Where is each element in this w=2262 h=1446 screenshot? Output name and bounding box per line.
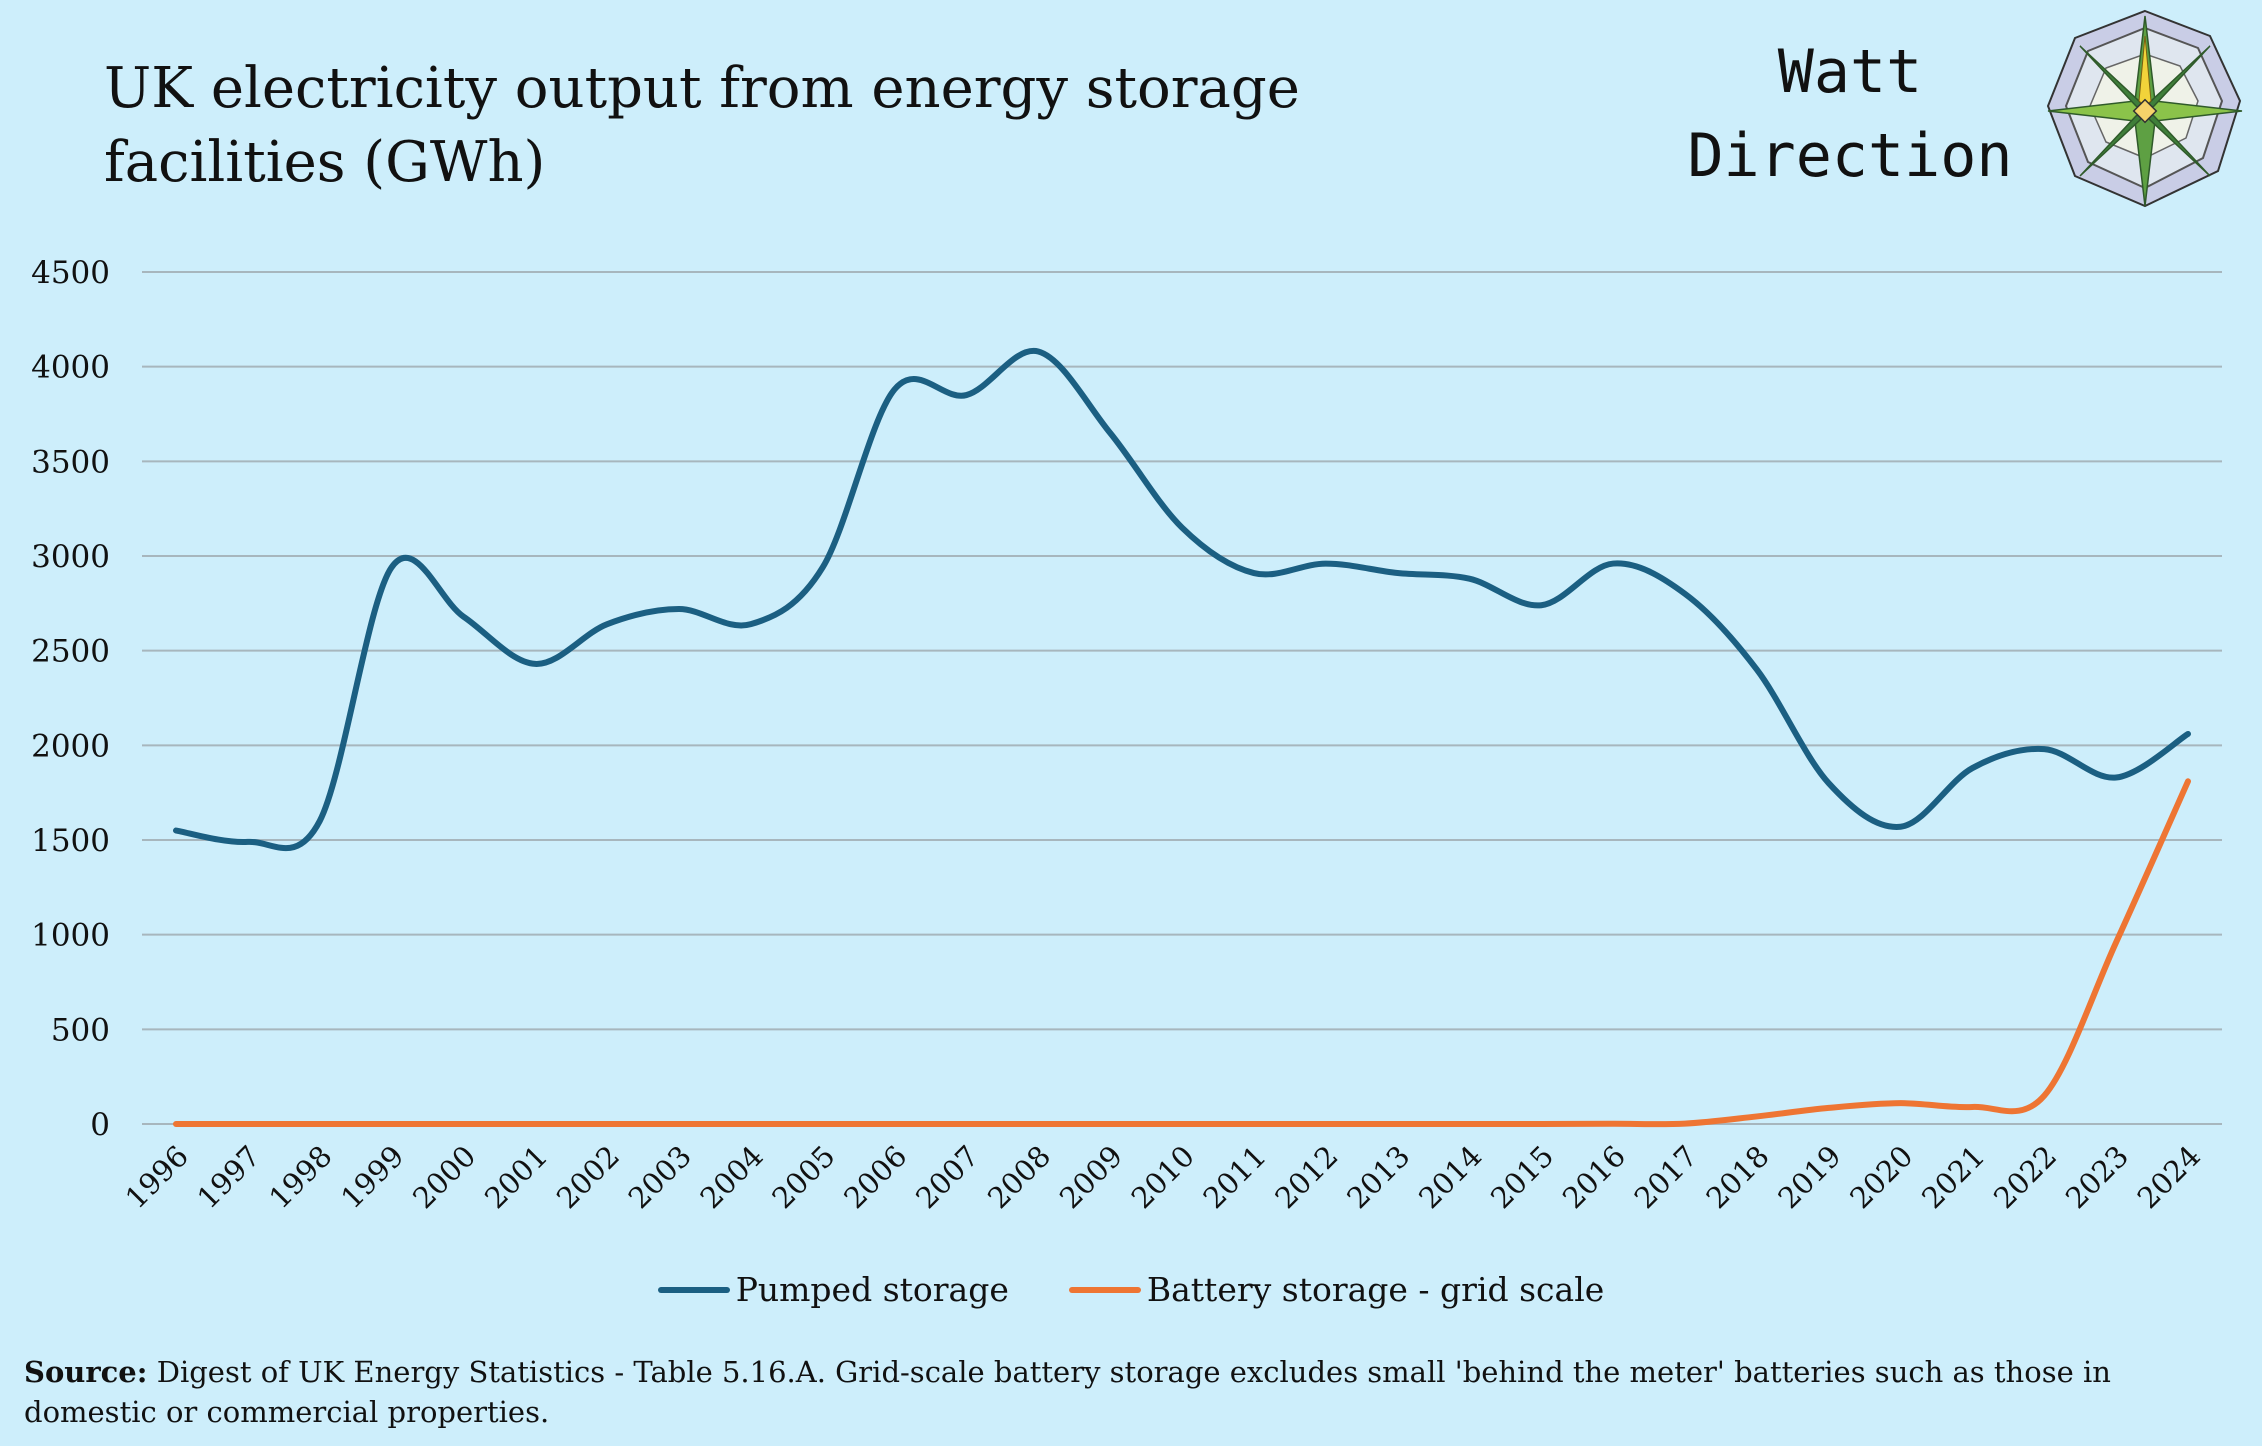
x-tick-label-2000: 2000 [406, 1139, 482, 1215]
x-tick-label-1998: 1998 [262, 1139, 338, 1215]
x-tick-label-2021: 2021 [1915, 1139, 1991, 1215]
chart-legend: Pumped storage Battery storage - grid sc… [0, 1270, 2262, 1309]
x-tick-label-2024: 2024 [2131, 1139, 2207, 1215]
x-tick-label-2022: 2022 [1987, 1139, 2063, 1215]
x-tick-label-2014: 2014 [1412, 1139, 1488, 1215]
x-tick-label-2007: 2007 [909, 1139, 985, 1215]
x-tick-label-2019: 2019 [1771, 1139, 1847, 1215]
chart-title: UK electricity output from energy storag… [104, 56, 1300, 195]
legend-swatch-battery-storage [1068, 1286, 1141, 1293]
y-tick-label-1500: 1500 [31, 823, 110, 859]
y-tick-label-2000: 2000 [31, 728, 110, 764]
x-tick-label-2013: 2013 [1340, 1139, 1416, 1215]
y-axis-tick-labels: 0 500 1000 1500 2000 2500 3000 3500 4000 4500 [31, 255, 110, 1143]
x-tick-label-2011: 2011 [1197, 1139, 1273, 1215]
source-label: Source: [24, 1355, 148, 1389]
x-tick-label-2015: 2015 [1484, 1139, 1560, 1215]
x-tick-label-2001: 2001 [478, 1139, 554, 1215]
x-tick-label-2020: 2020 [1843, 1139, 1919, 1215]
x-tick-label-2005: 2005 [765, 1139, 841, 1215]
x-tick-label-1996: 1996 [119, 1139, 195, 1215]
legend-swatch-pumped-storage [657, 1286, 730, 1293]
brand-line-2: Direction [1687, 121, 2013, 191]
legend-item-battery-storage: Battery storage - grid scale [1068, 1270, 1605, 1309]
series-lines [173, 348, 2191, 1128]
y-tick-label-3500: 3500 [31, 444, 110, 480]
brand-line-1: Watt [1777, 37, 1923, 107]
x-tick-label-2003: 2003 [622, 1139, 698, 1215]
x-tick-label-2016: 2016 [1556, 1139, 1632, 1215]
brand-name: Watt Direction [1650, 30, 2050, 198]
x-tick-label-2010: 2010 [1125, 1139, 1201, 1215]
y-tick-label-3000: 3000 [31, 539, 110, 575]
y-tick-label-0: 0 [90, 1107, 110, 1143]
y-tick-label-4000: 4000 [31, 350, 110, 386]
series-line-pumped-storage [173, 348, 2191, 852]
line-chart: 0 500 1000 1500 2000 2500 3000 3500 4000 4500 199… [31, 255, 2222, 1215]
y-tick-label-1000: 1000 [31, 918, 110, 954]
x-tick-label-2008: 2008 [981, 1139, 1057, 1215]
legend-label-pumped-storage: Pumped storage [735, 1270, 1009, 1309]
x-tick-label-2012: 2012 [1268, 1139, 1344, 1215]
y-tick-label-4500: 4500 [31, 255, 110, 291]
series-line-battery-storage [173, 778, 2191, 1128]
x-tick-label-2017: 2017 [1628, 1139, 1704, 1215]
x-tick-label-1999: 1999 [334, 1139, 410, 1215]
x-tick-label-2006: 2006 [837, 1139, 913, 1215]
y-tick-label-500: 500 [51, 1012, 110, 1048]
x-tick-label-2004: 2004 [694, 1139, 770, 1215]
grid-lines [142, 271, 2222, 1125]
legend-label-battery-storage: Battery storage - grid scale [1146, 1270, 1605, 1309]
x-tick-label-2018: 2018 [1700, 1139, 1776, 1215]
source-note: Source: Digest of UK Energy Statistics -… [24, 1352, 2224, 1432]
source-text: Digest of UK Energy Statistics - Table 5… [24, 1355, 2111, 1429]
x-tick-label-2002: 2002 [550, 1139, 626, 1215]
y-tick-label-2500: 2500 [31, 634, 110, 670]
x-axis-tick-labels: 1996199719981999200020012002200320042005… [119, 1139, 2207, 1215]
x-tick-label-2023: 2023 [2059, 1139, 2135, 1215]
x-tick-label-2009: 2009 [1053, 1139, 1129, 1215]
x-tick-label-1997: 1997 [191, 1139, 267, 1215]
compass-logo-icon [2046, 9, 2243, 208]
legend-item-pumped-storage: Pumped storage [657, 1270, 1009, 1309]
